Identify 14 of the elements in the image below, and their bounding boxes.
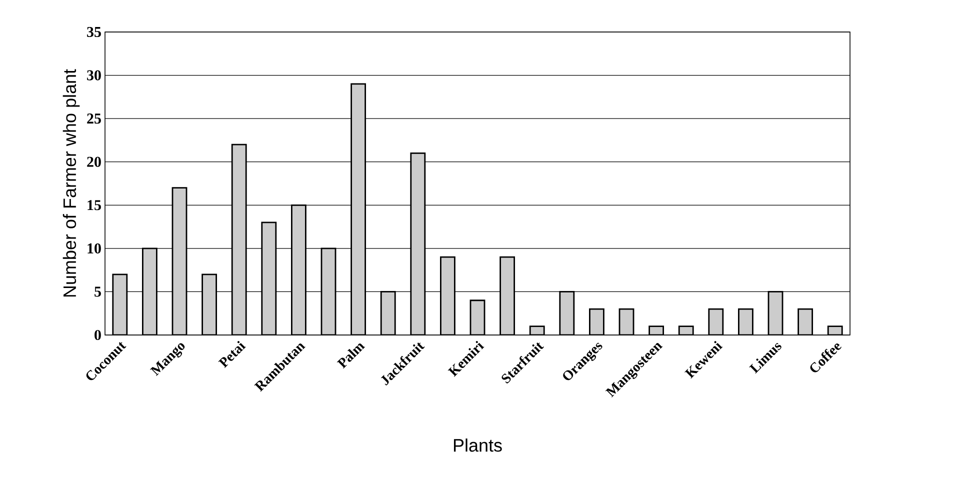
y-tick-label: 15 (88, 200, 101, 210)
y-tick-label: 10 (88, 243, 101, 254)
y-tick-label: 0 (94, 330, 101, 340)
y-tick-label: 5 (94, 286, 101, 297)
y-tick-label: 35 (87, 26, 101, 38)
y-tick-label: 30 (87, 70, 101, 80)
y-tick-label: 25 (87, 114, 101, 124)
bar (172, 187, 188, 335)
bar (768, 291, 784, 335)
y-tick-label: 20 (87, 156, 101, 167)
x-axis-title: Plants (454, 438, 502, 452)
bar (320, 248, 336, 335)
y-axis-title: Number of Farmer who plant (62, 69, 80, 297)
bar (470, 300, 486, 335)
